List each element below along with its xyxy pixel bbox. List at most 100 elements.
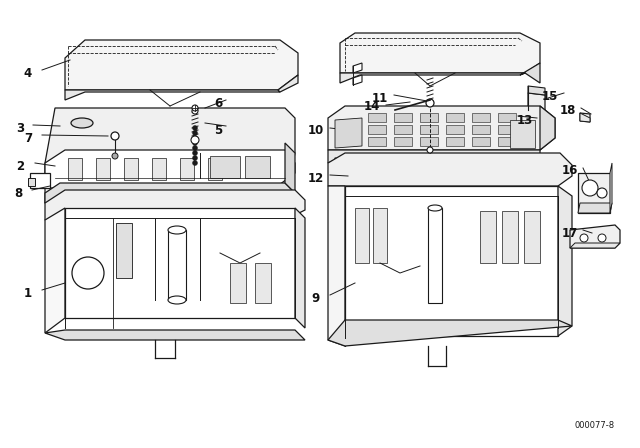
Bar [472,125,490,134]
Polygon shape [285,143,295,193]
Polygon shape [210,156,240,178]
Circle shape [112,153,118,159]
Ellipse shape [428,205,442,211]
Bar [394,113,412,122]
Circle shape [192,108,198,114]
Polygon shape [68,158,82,180]
Polygon shape [578,173,610,213]
Circle shape [193,141,198,146]
Text: 7: 7 [24,132,32,145]
Text: 9: 9 [312,292,320,305]
Circle shape [191,136,199,144]
Polygon shape [558,186,572,336]
Text: 1: 1 [24,287,32,300]
Text: 14: 14 [364,99,380,112]
Polygon shape [580,113,590,122]
Bar [472,137,490,146]
Polygon shape [335,183,348,193]
Text: 18: 18 [560,103,576,116]
Bar [368,125,386,134]
Polygon shape [124,158,138,180]
Bar [420,113,438,122]
Bar [230,263,246,303]
Polygon shape [45,183,295,203]
Polygon shape [96,158,110,180]
Polygon shape [340,73,525,83]
Bar [498,113,516,122]
Circle shape [111,132,119,140]
Text: 12: 12 [308,172,324,185]
Polygon shape [540,106,555,150]
Ellipse shape [71,118,93,128]
Polygon shape [65,90,280,100]
Polygon shape [335,118,362,148]
Bar [420,125,438,134]
Polygon shape [152,158,166,180]
Text: 3: 3 [16,121,24,134]
Polygon shape [353,75,362,85]
Polygon shape [328,150,540,163]
Circle shape [580,234,588,242]
Text: 16: 16 [562,164,578,177]
Polygon shape [328,153,572,186]
Polygon shape [45,330,305,340]
Circle shape [192,105,198,111]
Polygon shape [65,40,298,90]
Circle shape [193,160,198,165]
Ellipse shape [168,296,186,304]
Text: 10: 10 [308,124,324,137]
Text: 4: 4 [24,66,32,79]
Polygon shape [245,156,270,178]
Polygon shape [208,158,222,180]
Polygon shape [510,120,535,148]
Polygon shape [328,186,345,346]
Polygon shape [353,63,362,73]
Circle shape [597,188,607,198]
Bar [498,137,516,146]
Bar [420,137,438,146]
Bar [498,125,516,134]
Polygon shape [30,173,50,188]
Polygon shape [570,225,620,248]
Polygon shape [528,93,545,110]
Bar [168,230,186,300]
Polygon shape [578,203,612,213]
Polygon shape [610,163,612,213]
Polygon shape [528,86,545,95]
Ellipse shape [168,226,186,234]
Text: 000077-8: 000077-8 [575,421,615,430]
Circle shape [193,151,198,155]
Polygon shape [295,208,305,328]
Circle shape [427,147,433,153]
Polygon shape [45,150,295,188]
Polygon shape [28,178,35,186]
Polygon shape [328,106,555,150]
Text: 2: 2 [16,159,24,172]
Text: 6: 6 [214,96,222,109]
Bar [428,208,442,303]
Text: 17: 17 [562,227,578,240]
Text: 8: 8 [14,186,22,199]
Bar [446,113,464,122]
Polygon shape [510,113,522,124]
Polygon shape [45,190,305,220]
Text: 11: 11 [372,91,388,104]
Circle shape [193,125,198,130]
Bar [394,137,412,146]
Polygon shape [335,158,348,185]
Polygon shape [328,320,572,346]
Bar [373,208,387,263]
Polygon shape [345,186,558,346]
Polygon shape [340,33,540,73]
Bar [480,211,496,263]
Polygon shape [65,208,295,318]
Polygon shape [45,108,295,203]
Bar [355,208,369,263]
Circle shape [193,155,198,160]
Polygon shape [278,75,298,92]
Circle shape [193,130,198,135]
Bar [368,137,386,146]
Polygon shape [45,208,65,333]
Bar [502,211,518,263]
Circle shape [582,180,598,196]
